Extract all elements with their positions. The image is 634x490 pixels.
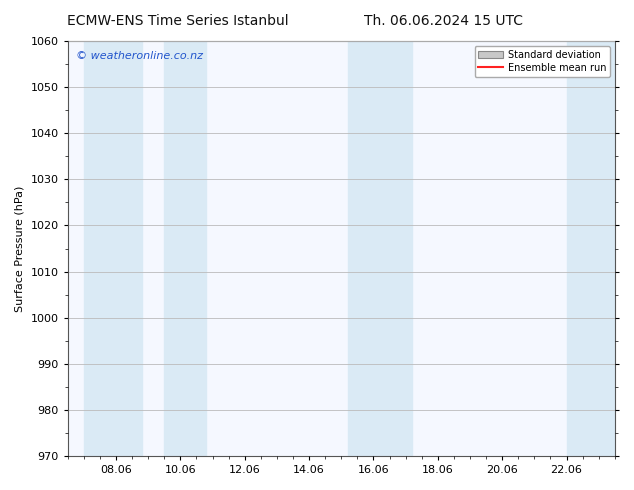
Text: Th. 06.06.2024 15 UTC: Th. 06.06.2024 15 UTC (365, 14, 523, 28)
Text: ECMW-ENS Time Series Istanbul: ECMW-ENS Time Series Istanbul (67, 14, 288, 28)
Bar (567, 41, 615, 456)
Text: © weatheronline.co.nz: © weatheronline.co.nz (76, 51, 203, 61)
Title: ECMW-ENS Time Series Istanbul      Th. 06.06.2024 15 UTC: ECMW-ENS Time Series Istanbul Th. 06.06.… (0, 489, 1, 490)
Y-axis label: Surface Pressure (hPa): Surface Pressure (hPa) (15, 185, 25, 312)
Bar (347, 41, 412, 456)
Legend: Standard deviation, Ensemble mean run: Standard deviation, Ensemble mean run (474, 46, 610, 76)
Bar (164, 41, 206, 456)
Bar (84, 41, 142, 456)
